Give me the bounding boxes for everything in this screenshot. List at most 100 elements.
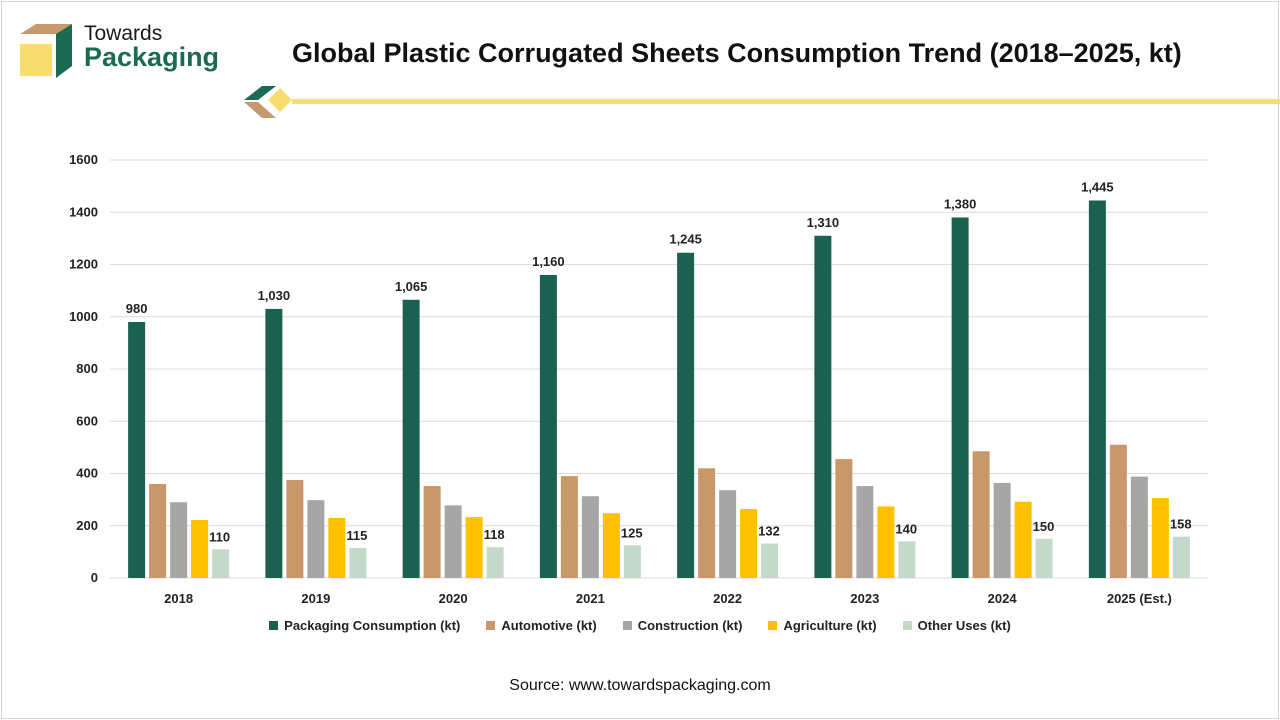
bar-construction-1: [307, 500, 325, 578]
y-tick-label: 400: [76, 466, 98, 481]
x-tick-label: 2020: [439, 591, 468, 606]
legend-label: Automotive (kt): [501, 618, 597, 633]
x-tick-label: 2023: [850, 591, 879, 606]
y-tick-label: 1200: [69, 257, 98, 272]
x-tick-label: 2025 (Est.): [1107, 591, 1172, 606]
data-label-other: 158: [1170, 517, 1192, 532]
logo-box-front: [20, 44, 52, 76]
bar-construction-5: [856, 486, 874, 578]
y-tick-label: 1600: [69, 152, 98, 167]
data-label-other: 118: [484, 527, 505, 542]
data-label-other: 115: [346, 528, 367, 543]
bar-packaging-2: [402, 299, 420, 578]
bar-construction-6: [993, 482, 1011, 578]
bar-other-6: [1035, 538, 1053, 578]
bar-construction-0: [170, 502, 188, 578]
data-label-other: 150: [1033, 519, 1055, 534]
data-label-packaging: 1,245: [669, 232, 702, 247]
bar-other-3: [623, 545, 641, 578]
bar-other-1: [349, 547, 367, 578]
bar-construction-4: [719, 490, 737, 578]
y-tick-label: 1000: [69, 309, 98, 324]
legend-swatch: [622, 621, 632, 630]
data-label-other: 125: [621, 525, 643, 540]
x-tick-label: 2022: [713, 591, 742, 606]
bar-agriculture-4: [740, 509, 758, 578]
logo-box-top: [20, 24, 72, 34]
bar-construction-2: [444, 505, 462, 578]
source-note: Source: www.towardspackaging.com: [509, 677, 771, 694]
x-tick-label: 2024: [988, 591, 1018, 606]
data-label-packaging: 980: [126, 301, 148, 316]
legend: Packaging Consumption (kt) Automotive (kt…: [0, 618, 1280, 633]
bar-automotive-0: [149, 483, 167, 578]
data-label-packaging: 1,310: [807, 215, 840, 230]
bar-construction-3: [581, 496, 599, 578]
x-tick-label: 2018: [164, 591, 193, 606]
data-label-packaging: 1,380: [944, 196, 977, 211]
bar-other-2: [486, 547, 504, 578]
bar-packaging-4: [677, 252, 695, 578]
data-label-other: 110: [209, 529, 230, 544]
bar-automotive-3: [560, 476, 578, 578]
bar-agriculture-7: [1151, 498, 1169, 578]
bar-other-4: [761, 543, 779, 578]
bar-agriculture-2: [465, 517, 483, 578]
bar-agriculture-6: [1014, 501, 1032, 578]
bar-automotive-4: [698, 468, 716, 578]
legend-item-agriculture: Agriculture (kt): [768, 618, 877, 633]
brand-line1: Towards: [84, 22, 163, 45]
bar-packaging-1: [265, 308, 283, 578]
legend-swatch: [269, 621, 279, 630]
y-tick-label: 800: [76, 361, 98, 376]
x-tick-label: 2019: [301, 591, 330, 606]
data-label-other: 132: [758, 524, 780, 539]
legend-label: Packaging Consumption (kt): [284, 618, 461, 633]
data-label-packaging: 1,065: [395, 279, 428, 294]
legend-item-packaging: Packaging Consumption (kt): [269, 618, 460, 633]
data-label-packaging: 1,160: [532, 254, 565, 269]
y-tick-label: 600: [76, 413, 98, 428]
bar-packaging-3: [539, 274, 557, 578]
bar-chart: 0 200 400 600 800 1000 1200 1400 1600 980 110 1,03…: [69, 152, 1208, 606]
bars: [128, 200, 1190, 578]
y-tick-label: 1400: [69, 204, 98, 219]
logo-box-side: [56, 24, 72, 78]
data-label-packaging: 1,445: [1081, 179, 1114, 194]
y-axis-ticks: 0 200 400 600 800 1000 1200 1400 1600: [69, 152, 98, 585]
bar-packaging-7: [1088, 200, 1106, 578]
data-labels: 980 110 1,030 115 1,065 118 1,160 125 1,245 132 1,…: [126, 179, 1192, 544]
legend-item-construction: Construction (kt): [622, 618, 743, 633]
brand-line2: Packaging: [84, 42, 220, 72]
bar-agriculture-1: [328, 517, 346, 578]
legend-swatch: [768, 621, 778, 630]
bar-packaging-0: [128, 321, 146, 578]
data-label-packaging: 1,030: [258, 288, 291, 303]
y-tick-label: 0: [91, 570, 98, 585]
bar-other-7: [1172, 536, 1190, 578]
x-axis-ticks: 2018 2019 2020 2021 2022 2023 2024 2025 (Est.): [164, 591, 1172, 606]
bar-packaging-5: [814, 235, 832, 578]
legend-swatch: [902, 621, 912, 630]
x-tick-label: 2021: [576, 591, 605, 606]
bar-packaging-6: [951, 217, 969, 578]
bar-other-0: [212, 549, 230, 578]
bar-agriculture-5: [877, 506, 895, 578]
chart-title: Global Plastic Corrugated Sheets Consump…: [292, 38, 1182, 68]
legend-label: Agriculture (kt): [783, 618, 877, 633]
data-label-other: 140: [895, 521, 917, 536]
legend-swatch: [486, 621, 496, 630]
bar-other-5: [898, 541, 916, 578]
legend-label: Other Uses (kt): [917, 618, 1011, 633]
bar-automotive-1: [286, 480, 304, 578]
legend-label: Construction (kt): [637, 618, 743, 633]
bar-automotive-2: [423, 486, 441, 578]
bar-construction-7: [1130, 476, 1148, 578]
bar-automotive-7: [1109, 444, 1127, 578]
bar-automotive-5: [835, 459, 853, 578]
towards-packaging-logo: [20, 24, 72, 78]
bar-automotive-6: [972, 451, 990, 578]
bar-agriculture-3: [602, 513, 620, 578]
legend-item-automotive: Automotive (kt): [486, 618, 597, 633]
